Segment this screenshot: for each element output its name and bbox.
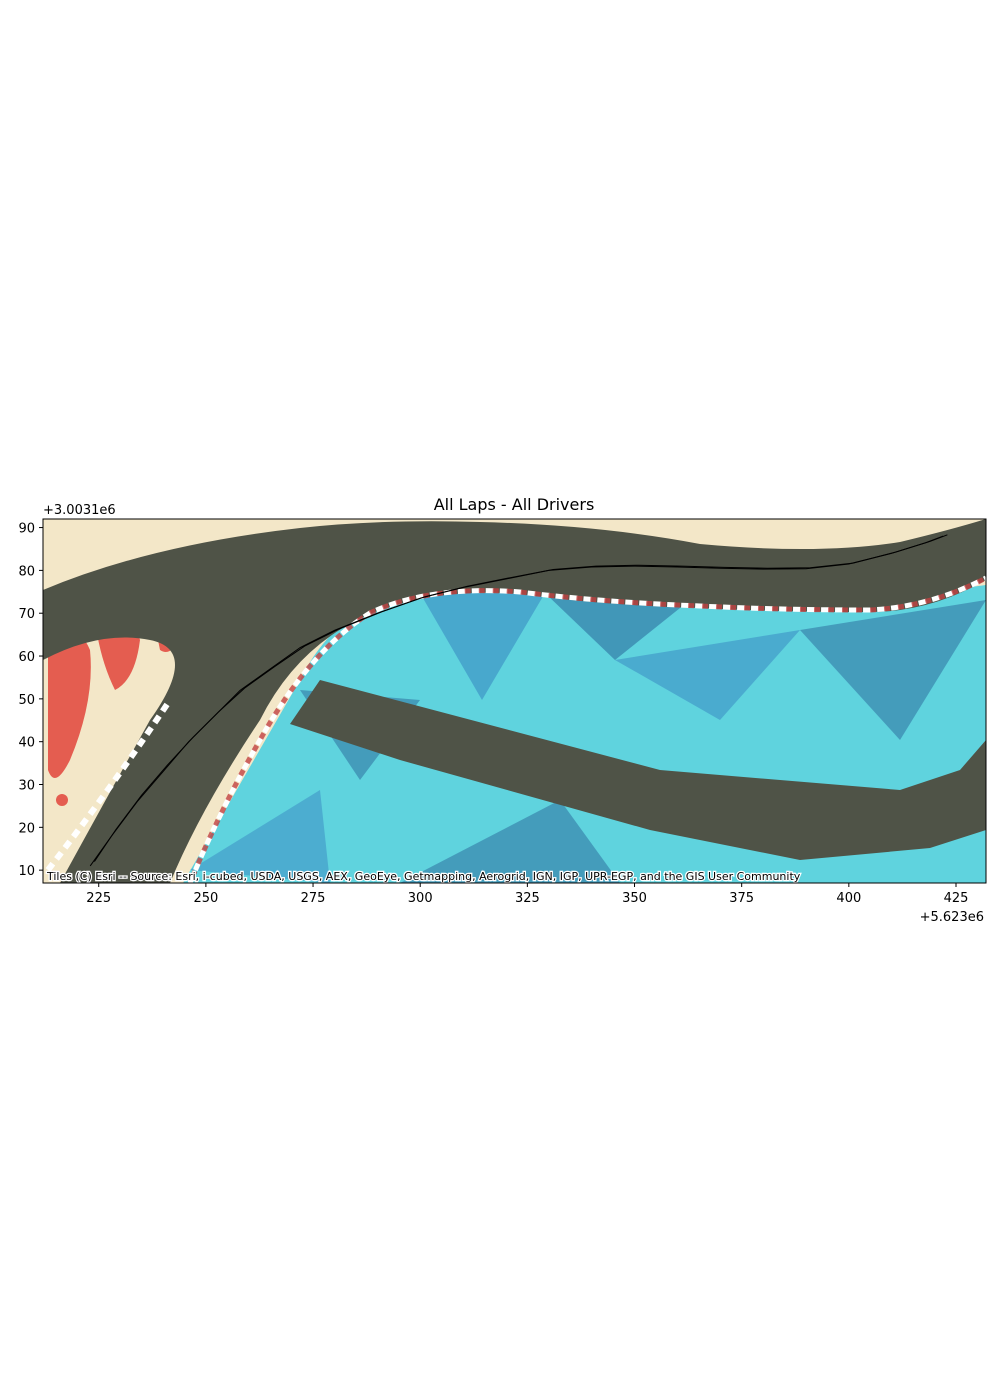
x-tick-label: 375 <box>729 891 754 906</box>
y-tick-label: 50 <box>18 693 35 708</box>
track-curb <box>187 575 986 883</box>
y-tick-label: 80 <box>18 564 35 579</box>
y-tick-label: 40 <box>18 736 35 751</box>
x-axis: 225 250 275 300 325 350 375 400 425 <box>86 883 968 906</box>
x-tick-label: 400 <box>836 891 861 906</box>
x-tick-label: 225 <box>86 891 111 906</box>
water-tri-7 <box>400 800 620 883</box>
chart-title: All Laps - All Drivers <box>434 495 595 514</box>
water-tri-3 <box>615 630 800 720</box>
x-tick-label: 350 <box>622 891 647 906</box>
basemap <box>43 519 986 883</box>
track-surface <box>43 519 986 883</box>
water-tri-5 <box>800 600 986 740</box>
x-tick-label: 425 <box>944 891 969 906</box>
pit-lane <box>290 680 986 860</box>
water-tri-1 <box>420 593 545 700</box>
y-axis: 10 20 30 40 50 60 70 80 90 <box>18 522 43 879</box>
x-offset-label: +5.623e6 <box>920 910 984 925</box>
x-tick-label: 275 <box>301 891 326 906</box>
y-tick-label: 30 <box>18 779 35 794</box>
y-tick-label: 70 <box>18 607 35 622</box>
y-tick-label: 90 <box>18 522 35 537</box>
series-layer <box>89 534 948 867</box>
plot-frame <box>42 518 987 884</box>
y-offset-label: +3.0031e6 <box>43 503 116 518</box>
y-tick-label: 10 <box>18 864 35 879</box>
water-tri-2 <box>545 593 690 660</box>
y-tick-label: 60 <box>18 650 35 665</box>
lap-line-2 <box>93 534 948 862</box>
water-tri-6 <box>190 790 330 883</box>
x-tick-label: 325 <box>515 891 540 906</box>
x-tick-label: 250 <box>193 891 218 906</box>
x-tick-label: 300 <box>408 891 433 906</box>
y-tick-label: 20 <box>18 821 35 836</box>
outer-curb <box>45 698 173 872</box>
basemap-attribution: Tiles (C) Esri -- Source: Esri, i-cubed,… <box>46 870 801 883</box>
